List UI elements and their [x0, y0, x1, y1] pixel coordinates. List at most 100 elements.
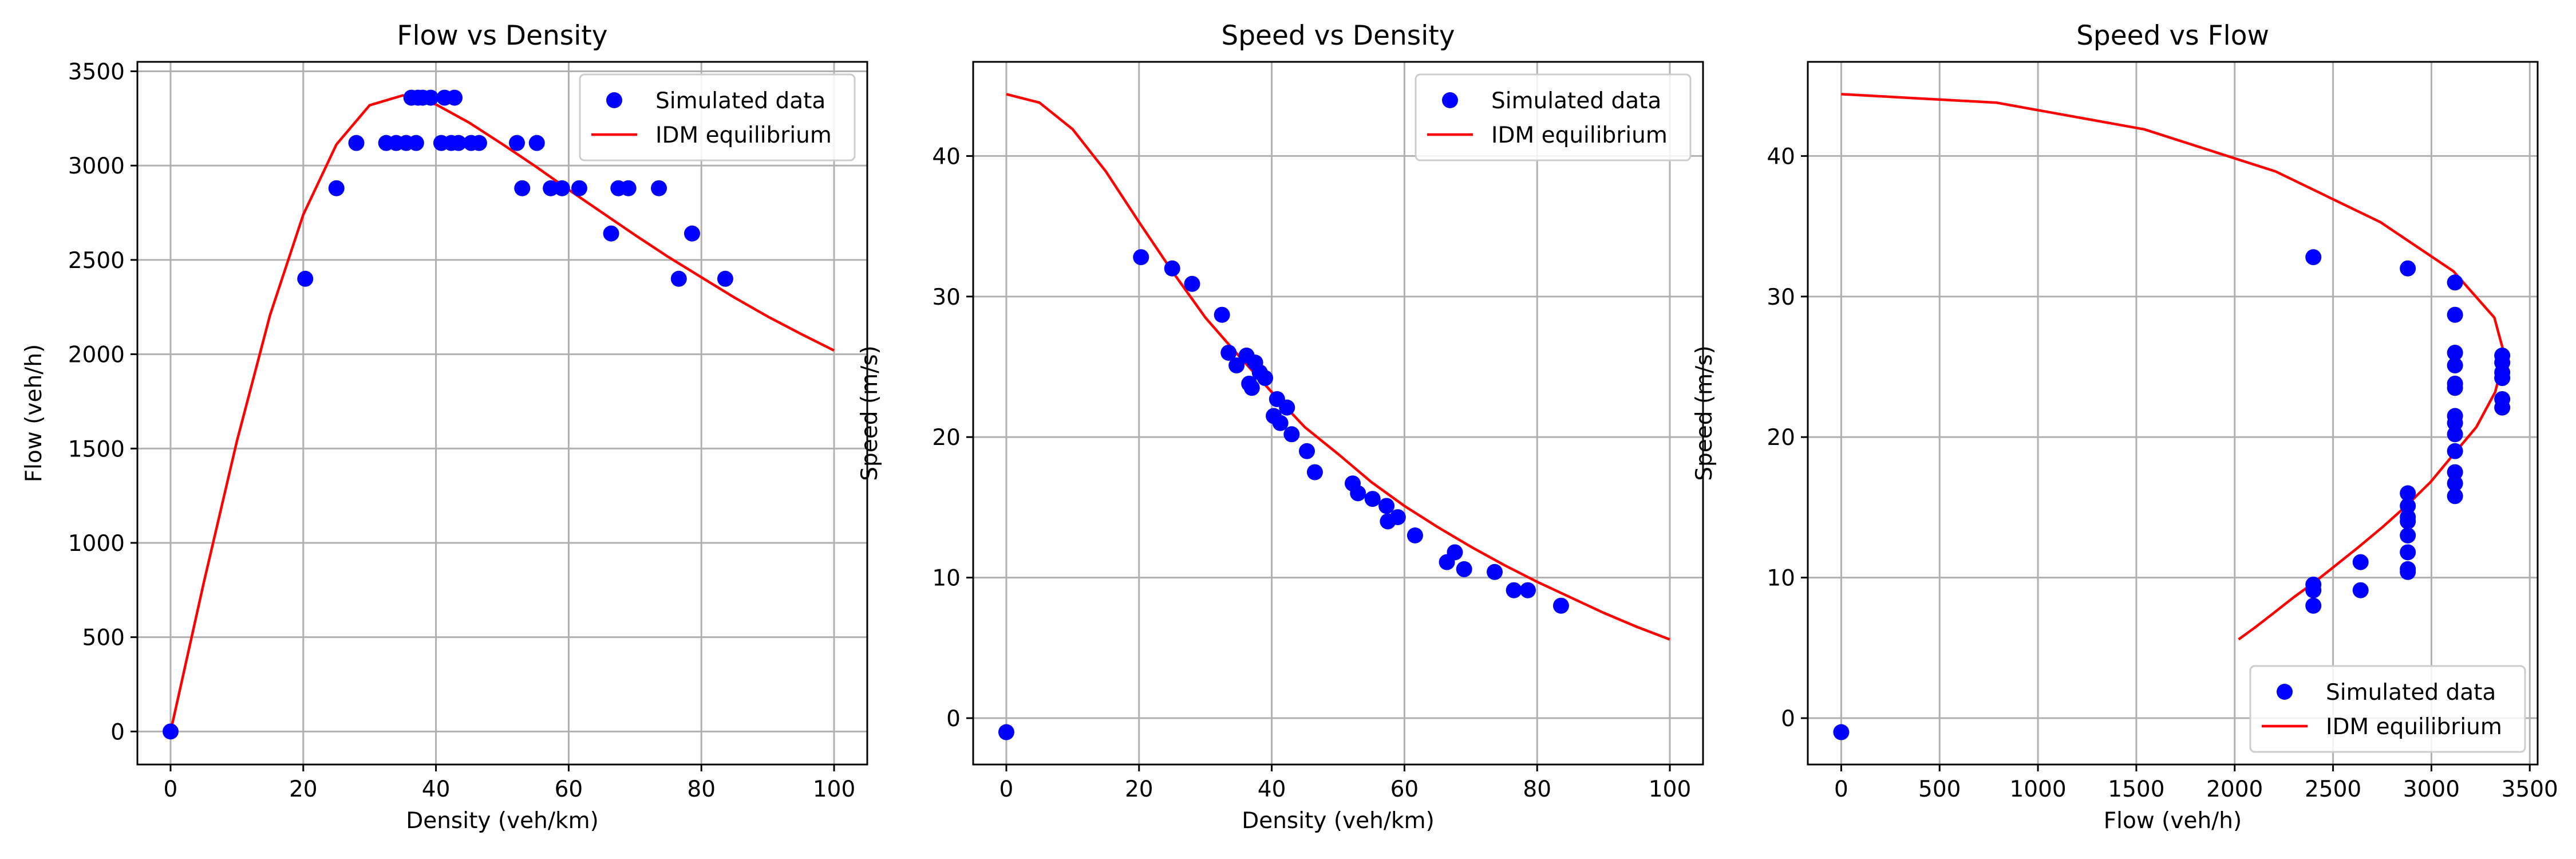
legend-label: Simulated data	[655, 88, 825, 114]
simulated-data-point	[2400, 544, 2416, 561]
simulated-data-point	[1279, 399, 1295, 416]
x-tick-label: 1500	[2108, 777, 2164, 802]
simulated-data-point	[998, 724, 1014, 740]
simulated-data-point	[717, 270, 733, 287]
idm-equilibrium-curve	[169, 94, 835, 732]
simulated-data-point	[2352, 554, 2369, 570]
legend-label: IDM equilibrium	[655, 123, 832, 148]
simulated-data-point	[2400, 260, 2416, 277]
simulated-data-point	[2447, 344, 2463, 361]
simulated-data-point	[1378, 498, 1395, 514]
simulated-data-point	[328, 180, 345, 196]
plot-area	[162, 89, 835, 740]
simulated-data-point	[1133, 249, 1149, 266]
y-tick-label: 40	[1767, 144, 1795, 170]
y-tick-label: 40	[932, 144, 961, 170]
x-axis-label: Density (veh/km)	[406, 808, 599, 834]
simulated-data-point	[2447, 464, 2463, 480]
simulated-data-point	[471, 135, 487, 151]
simulated-data-point	[447, 89, 463, 106]
x-tick-label: 0	[999, 777, 1014, 802]
legend-label: Simulated data	[1491, 88, 1661, 114]
y-tick-label: 1500	[68, 436, 125, 462]
legend-marker-scatter	[606, 92, 622, 108]
y-tick-label: 3500	[68, 59, 125, 85]
y-tick-label: 1000	[68, 531, 125, 557]
simulated-data-point	[1364, 491, 1381, 507]
simulated-data-point	[651, 180, 667, 196]
idm-equilibrium-curve	[1006, 93, 1670, 641]
simulated-data-point	[1257, 370, 1273, 387]
x-tick-label: 60	[1390, 777, 1419, 802]
simulated-data-point	[554, 180, 570, 196]
simulated-data-point	[684, 225, 700, 242]
simulated-data-point	[2494, 399, 2511, 416]
simulated-data-point	[514, 180, 531, 196]
x-axis-label: Density (veh/km)	[1242, 808, 1435, 834]
chart-title: Speed vs Density	[1221, 20, 1455, 52]
simulated-data-point	[2447, 488, 2463, 505]
simulated-data-point	[348, 135, 365, 151]
simulated-data-point	[1350, 485, 1366, 502]
chart-title: Flow vs Density	[397, 20, 607, 52]
axes-frame	[136, 61, 868, 766]
x-tick-label: 100	[1649, 777, 1691, 802]
plot-area	[998, 93, 1670, 740]
chart-panel-2: 0 20 40 60 80 100 0 10 20 30 40 Speed vs Density Den…	[857, 20, 1704, 834]
simulated-data-point	[422, 89, 439, 106]
simulated-data-point	[2447, 443, 2463, 459]
simulated-data-point	[1306, 464, 1323, 480]
simulated-data-point	[2400, 498, 2416, 514]
legend-label: IDM equilibrium	[2326, 714, 2502, 740]
simulated-data-point	[2400, 527, 2416, 543]
legend: Simulated data IDM equilibrium	[579, 73, 856, 161]
y-tick-label: 500	[82, 625, 125, 651]
legend-marker-scatter	[1442, 92, 1458, 108]
simulated-data-point	[1406, 527, 1423, 543]
legend: Simulated data IDM equilibrium	[1415, 73, 1692, 161]
simulated-data-point	[2447, 475, 2463, 492]
x-tick-label: 80	[687, 777, 716, 802]
simulated-data-point	[1447, 544, 1463, 561]
x-tick-label: 3500	[2502, 777, 2558, 802]
x-tick-label: 80	[1523, 777, 1551, 802]
x-tick-label: 60	[555, 777, 583, 802]
simulated-data-point	[1243, 380, 1260, 396]
simulated-data-point	[451, 135, 467, 151]
simulated-data-point	[1456, 561, 1472, 577]
simulated-data-point	[1299, 443, 1315, 459]
x-tick-label: 1000	[2009, 777, 2066, 802]
simulated-data-point	[1833, 724, 1850, 740]
legend-marker-scatter	[2277, 684, 2293, 700]
y-tick-label: 10	[932, 566, 961, 592]
simulated-data-point	[2447, 274, 2463, 291]
simulated-data-point	[2447, 380, 2463, 396]
simulated-data-point	[603, 225, 619, 242]
simulated-data-point	[408, 135, 424, 151]
y-tick-label: 20	[932, 425, 961, 451]
legend-label: Simulated data	[2326, 680, 2496, 706]
simulated-data-point	[1552, 597, 1569, 614]
chart-panel-3: 0 500 1000 1500 2000 2500 3000 3500 0 10 20 30 40 Spe…	[1692, 20, 2558, 834]
x-tick-label: 500	[1918, 777, 1961, 802]
simulated-data-point	[509, 135, 525, 151]
y-tick-label: 20	[1767, 425, 1795, 451]
legend-label: IDM equilibrium	[1491, 123, 1668, 148]
simulated-data-point	[1220, 344, 1237, 361]
x-tick-label: 2000	[2206, 777, 2263, 802]
simulated-data-point	[2305, 249, 2322, 266]
axes-frame	[972, 61, 1704, 766]
x-tick-label: 20	[289, 777, 318, 802]
simulated-data-point	[620, 180, 637, 196]
simulated-data-point	[2352, 582, 2369, 598]
simulated-data-point	[571, 180, 587, 196]
simulated-data-point	[528, 135, 545, 151]
x-tick-label: 0	[164, 777, 178, 802]
y-axis-label: Speed (m/s)	[1692, 345, 1717, 481]
plot-area	[1833, 93, 2511, 740]
simulated-data-point	[1184, 275, 1200, 292]
x-axis-label: Flow (veh/h)	[2104, 808, 2242, 834]
simulated-data-point	[2400, 564, 2416, 580]
simulated-data-point	[162, 723, 179, 740]
simulated-data-point	[1164, 260, 1180, 277]
